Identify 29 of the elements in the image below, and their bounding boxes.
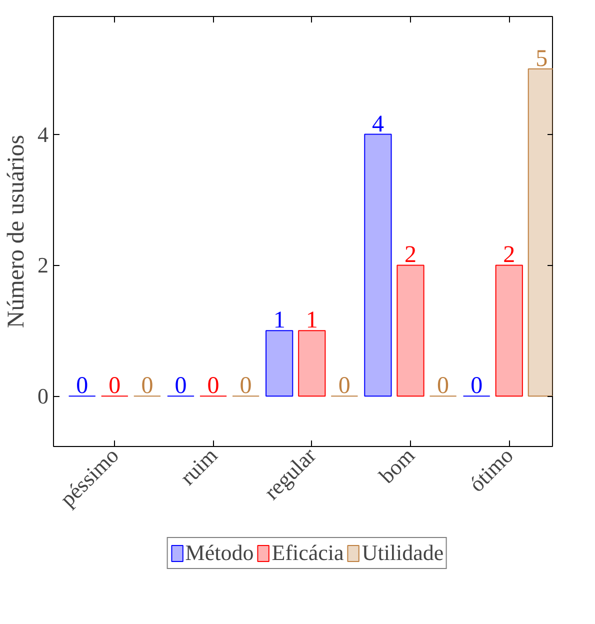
data-label: 0 xyxy=(338,373,350,400)
data-label: 1 xyxy=(306,308,318,334)
x-tick-label: bom xyxy=(374,442,420,488)
data-label: 0 xyxy=(437,373,450,400)
y-tick-label: 4 xyxy=(38,122,48,147)
x-tick-label: ruim xyxy=(175,442,222,490)
data-label: 0 xyxy=(174,373,187,400)
bar xyxy=(364,134,392,397)
bar xyxy=(266,330,294,397)
data-label: 0 xyxy=(76,373,88,400)
data-label: 2 xyxy=(503,242,516,268)
y-tick-label: 2 xyxy=(38,252,48,278)
bar xyxy=(396,264,424,397)
data-label: 0 xyxy=(141,373,154,400)
legend-label: Utilidade xyxy=(362,540,444,566)
bar xyxy=(298,330,326,397)
data-label: 0 xyxy=(108,373,121,400)
data-label: 0 xyxy=(240,373,252,400)
y-axis-title: Número de usuários xyxy=(4,134,30,328)
data-label: 2 xyxy=(404,242,416,268)
data-label: 0 xyxy=(207,373,220,400)
bar xyxy=(495,264,523,397)
legend-label: Método xyxy=(185,540,254,566)
data-label: 1 xyxy=(273,308,286,334)
y-tick-label: 0 xyxy=(38,384,48,409)
legend-label: Eficácia xyxy=(272,540,344,566)
data-label: 5 xyxy=(536,46,548,72)
data-label: 4 xyxy=(372,111,384,138)
data-label: 0 xyxy=(470,373,483,400)
